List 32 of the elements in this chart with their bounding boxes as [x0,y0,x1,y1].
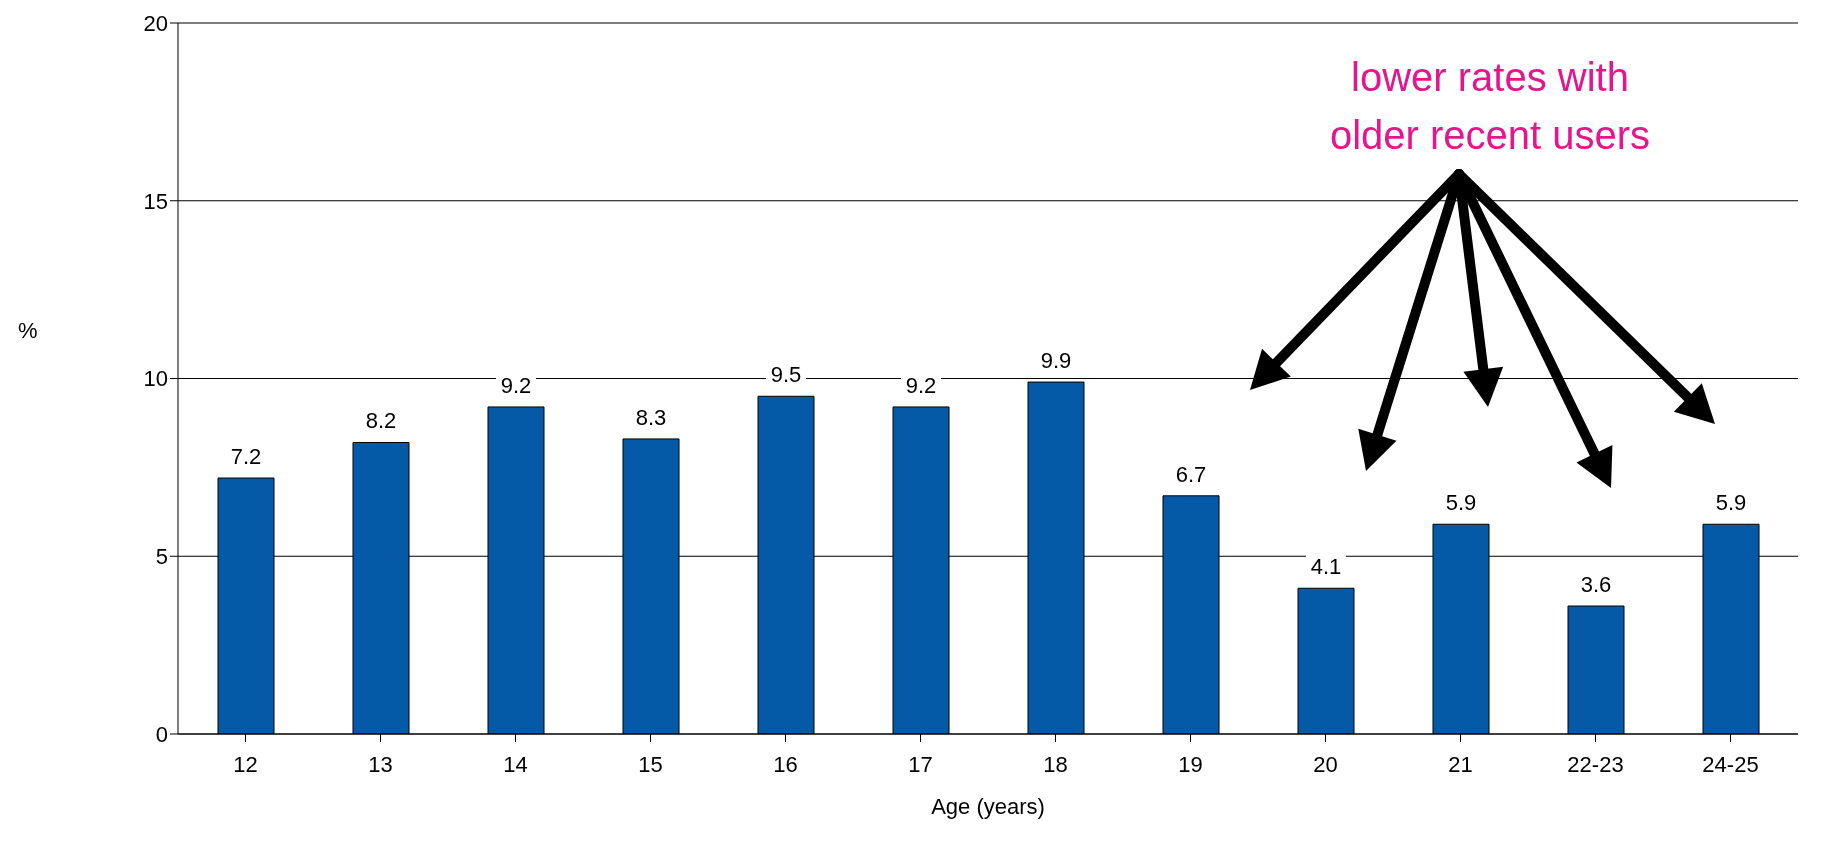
y-tick-label: 15 [143,188,168,214]
data-label: 9.2 [905,372,937,398]
x-tick-label: 22-23 [1567,751,1624,777]
data-label: 6.7 [1175,461,1207,487]
y-tick-label: 5 [155,544,168,570]
x-tick-label: 17 [908,751,933,777]
y-tick-label: 10 [143,366,168,392]
data-label: 8.2 [365,408,397,434]
x-tick-label: 14 [503,751,528,777]
data-label: 8.3 [635,404,667,430]
x-tick-label: 19 [1178,751,1203,777]
data-label: 9.5 [770,362,802,388]
data-label: 9.2 [500,372,532,398]
data-label: 5.9 [1715,490,1747,516]
x-tick-label: 18 [1043,751,1068,777]
x-tick-label: 12 [233,751,258,777]
x-tick-label: 15 [638,751,663,777]
data-label: 4.1 [1310,554,1342,580]
data-label: 5.9 [1445,490,1477,516]
x-tick-label: 16 [773,751,798,777]
x-tick-label: 13 [368,751,393,777]
y-tick-label: 0 [155,721,168,747]
x-tick-label: 21 [1448,751,1473,777]
data-label: 3.6 [1580,572,1612,598]
y-axis-title: % [18,318,38,344]
y-tick-label: 20 [143,10,168,36]
data-label: 9.9 [1040,348,1072,374]
annotation: lower rates with older recent users [1328,54,1652,159]
x-axis-title: Age (years) [931,794,1045,819]
x-tick-label: 24-25 [1702,751,1759,777]
x-tick-label: 20 [1313,751,1338,777]
data-label: 7.2 [230,444,262,470]
